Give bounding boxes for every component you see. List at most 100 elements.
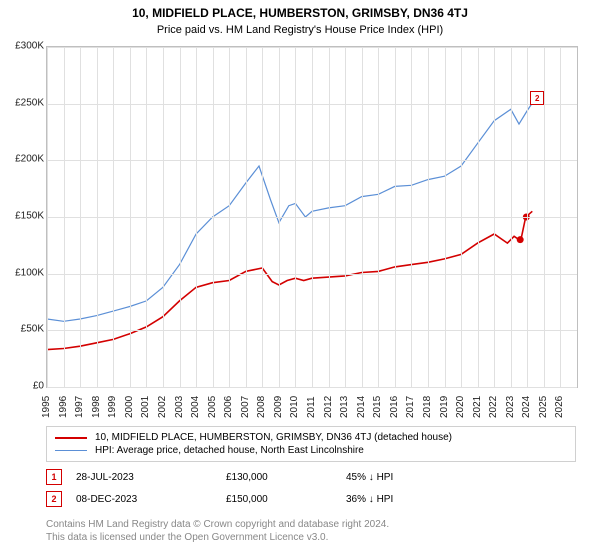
x-axis-label: 2002	[157, 396, 168, 418]
transaction-price: £150,000	[226, 494, 346, 505]
gridline-v	[279, 47, 280, 387]
x-axis-label: 2025	[538, 396, 549, 418]
transaction-diff: 45% ↓ HPI	[346, 472, 576, 483]
x-axis-label: 2000	[124, 396, 135, 418]
gridline-v	[345, 47, 346, 387]
attribution: Contains HM Land Registry data © Crown c…	[46, 518, 389, 544]
gridline-v	[97, 47, 98, 387]
transaction-date: 28-JUL-2023	[76, 472, 226, 483]
gridline-v	[329, 47, 330, 387]
x-axis-label: 2013	[339, 396, 350, 418]
gridline-v	[395, 47, 396, 387]
x-axis-label: 2001	[140, 396, 151, 418]
gridline-v	[163, 47, 164, 387]
gridline-v	[312, 47, 313, 387]
x-axis-label: 2018	[422, 396, 433, 418]
x-axis-label: 2020	[455, 396, 466, 418]
transaction-marker: 1	[46, 469, 62, 485]
legend-item: HPI: Average price, detached house, Nort…	[55, 444, 567, 457]
gridline-v	[113, 47, 114, 387]
y-axis-label: £50K	[0, 324, 44, 335]
x-axis-label: 2003	[174, 396, 185, 418]
attribution-line: This data is licensed under the Open Gov…	[46, 531, 389, 544]
chart-marker: 2	[530, 91, 544, 105]
attribution-line: Contains HM Land Registry data © Crown c…	[46, 518, 389, 531]
legend-label: 10, MIDFIELD PLACE, HUMBERSTON, GRIMSBY,…	[95, 432, 452, 443]
gridline-v	[229, 47, 230, 387]
x-axis-label: 2026	[554, 396, 565, 418]
x-axis-label: 2008	[256, 396, 267, 418]
gridline-v	[478, 47, 479, 387]
x-axis-label: 2007	[240, 396, 251, 418]
x-axis-label: 2022	[488, 396, 499, 418]
gridline-v	[295, 47, 296, 387]
x-axis-label: 2004	[190, 396, 201, 418]
x-axis-label: 1996	[58, 396, 69, 418]
gridline-v	[64, 47, 65, 387]
y-axis-label: £250K	[0, 97, 44, 108]
x-axis-label: 2006	[223, 396, 234, 418]
gridline-v	[130, 47, 131, 387]
x-axis-label: 1995	[41, 396, 52, 418]
gridline-v	[362, 47, 363, 387]
x-axis-label: 2010	[289, 396, 300, 418]
transaction-row: 2 08-DEC-2023£150,00036% ↓ HPI	[46, 488, 576, 510]
x-axis-label: 2019	[439, 396, 450, 418]
transaction-price: £130,000	[226, 472, 346, 483]
chart-container: 10, MIDFIELD PLACE, HUMBERSTON, GRIMSBY,…	[0, 0, 600, 560]
series-price_paid	[47, 211, 532, 349]
gridline-v	[411, 47, 412, 387]
gridline-v	[47, 47, 48, 387]
gridline-v	[445, 47, 446, 387]
x-axis-label: 2017	[405, 396, 416, 418]
sale-point	[517, 236, 524, 243]
gridline-v	[246, 47, 247, 387]
y-axis-label: £100K	[0, 267, 44, 278]
x-axis-label: 2016	[389, 396, 400, 418]
gridline-v	[213, 47, 214, 387]
legend: 10, MIDFIELD PLACE, HUMBERSTON, GRIMSBY,…	[46, 426, 576, 462]
gridline-v	[196, 47, 197, 387]
gridline-v	[80, 47, 81, 387]
x-axis-label: 1997	[74, 396, 85, 418]
transaction-marker: 2	[46, 491, 62, 507]
legend-swatch	[55, 450, 87, 451]
gridline-v	[180, 47, 181, 387]
plot-area: 2	[46, 46, 578, 388]
gridline-v	[527, 47, 528, 387]
gridline-v	[146, 47, 147, 387]
gridline-v	[511, 47, 512, 387]
legend-item: 10, MIDFIELD PLACE, HUMBERSTON, GRIMSBY,…	[55, 431, 567, 444]
transaction-row: 1 28-JUL-2023£130,00045% ↓ HPI	[46, 466, 576, 488]
x-axis-label: 2024	[521, 396, 532, 418]
x-axis-label: 2011	[306, 396, 317, 418]
x-axis-label: 2015	[372, 396, 383, 418]
gridline-v	[428, 47, 429, 387]
gridline-h	[47, 387, 577, 388]
gridline-v	[461, 47, 462, 387]
chart-title: 10, MIDFIELD PLACE, HUMBERSTON, GRIMSBY,…	[0, 0, 600, 20]
transactions-table: 1 28-JUL-2023£130,00045% ↓ HPI 2 08-DEC-202…	[46, 466, 576, 510]
legend-label: HPI: Average price, detached house, Nort…	[95, 445, 364, 456]
chart-subtitle: Price paid vs. HM Land Registry's House …	[0, 20, 600, 42]
transaction-date: 08-DEC-2023	[76, 494, 226, 505]
gridline-v	[378, 47, 379, 387]
legend-swatch	[55, 437, 87, 439]
gridline-v	[494, 47, 495, 387]
transaction-diff: 36% ↓ HPI	[346, 494, 576, 505]
x-axis-label: 2014	[356, 396, 367, 418]
gridline-v	[262, 47, 263, 387]
x-axis-label: 1998	[91, 396, 102, 418]
x-axis-label: 2023	[505, 396, 516, 418]
gridline-v	[560, 47, 561, 387]
series-hpi	[47, 98, 536, 321]
y-axis-label: £200K	[0, 154, 44, 165]
x-axis-label: 2005	[207, 396, 218, 418]
x-axis-label: 2021	[472, 396, 483, 418]
y-axis-label: £300K	[0, 41, 44, 52]
y-axis-label: £0	[0, 381, 44, 392]
x-axis-label: 2009	[273, 396, 284, 418]
x-axis-label: 1999	[107, 396, 118, 418]
y-axis-label: £150K	[0, 211, 44, 222]
x-axis-label: 2012	[323, 396, 334, 418]
